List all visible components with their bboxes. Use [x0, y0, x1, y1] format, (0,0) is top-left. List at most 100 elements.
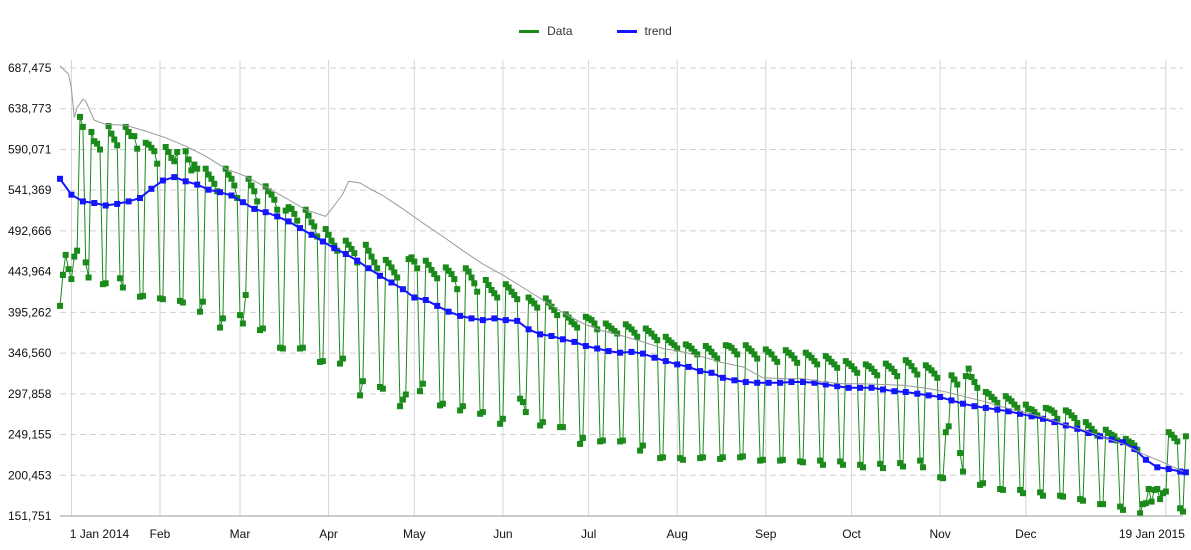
data-point[interactable]: [79, 123, 86, 130]
data-point[interactable]: [1017, 410, 1024, 417]
data-point[interactable]: [191, 161, 198, 168]
data-point[interactable]: [817, 457, 824, 464]
data-point[interactable]: [697, 368, 704, 375]
data-point[interactable]: [711, 352, 718, 359]
data-point[interactable]: [880, 465, 886, 472]
data-point[interactable]: [422, 257, 429, 264]
data-point[interactable]: [131, 133, 138, 140]
data-point[interactable]: [954, 381, 961, 388]
data-point[interactable]: [388, 279, 395, 286]
data-point[interactable]: [1177, 468, 1184, 475]
data-point[interactable]: [1091, 429, 1098, 436]
data-point[interactable]: [74, 247, 81, 254]
data-point[interactable]: [845, 384, 852, 391]
data-point[interactable]: [639, 442, 646, 449]
data-point[interactable]: [679, 456, 686, 463]
data-point[interactable]: [431, 271, 438, 278]
data-point[interactable]: [85, 274, 92, 281]
data-point[interactable]: [459, 403, 466, 410]
data-point[interactable]: [851, 366, 858, 373]
data-point[interactable]: [1062, 422, 1069, 429]
data-point[interactable]: [662, 358, 669, 365]
data-point[interactable]: [714, 355, 721, 362]
data-point[interactable]: [894, 373, 901, 380]
data-point[interactable]: [1080, 497, 1086, 504]
data-point[interactable]: [768, 351, 775, 358]
data-point[interactable]: [822, 381, 829, 388]
data-point[interactable]: [68, 191, 75, 198]
data-point[interactable]: [671, 342, 678, 349]
data-point[interactable]: [168, 154, 175, 161]
data-point[interactable]: [548, 333, 555, 339]
data-point[interactable]: [1085, 430, 1092, 436]
data-point[interactable]: [451, 276, 458, 283]
data-point[interactable]: [605, 348, 612, 355]
data-point[interactable]: [397, 403, 403, 410]
data-point[interactable]: [428, 266, 435, 273]
data-point[interactable]: [694, 351, 701, 358]
data-point[interactable]: [434, 275, 441, 282]
data-point[interactable]: [65, 266, 72, 273]
data-point[interactable]: [265, 188, 272, 195]
data-point[interactable]: [1085, 422, 1092, 429]
data-point[interactable]: [1142, 456, 1149, 463]
data-point[interactable]: [685, 363, 692, 370]
data-point[interactable]: [251, 188, 258, 195]
data-point[interactable]: [834, 383, 841, 390]
data-point[interactable]: [71, 253, 78, 260]
data-point[interactable]: [457, 407, 464, 414]
data-point[interactable]: [105, 123, 112, 130]
data-point[interactable]: [1074, 425, 1081, 432]
data-point[interactable]: [739, 453, 746, 460]
data-point[interactable]: [1040, 415, 1046, 422]
data-point[interactable]: [820, 461, 826, 468]
data-point[interactable]: [345, 241, 352, 248]
legend-item-data[interactable]: Data: [519, 24, 573, 38]
data-point[interactable]: [474, 288, 481, 295]
data-point[interactable]: [900, 463, 906, 470]
data-point[interactable]: [517, 395, 524, 402]
data-point[interactable]: [571, 338, 578, 345]
data-point[interactable]: [385, 260, 392, 267]
data-point[interactable]: [159, 177, 166, 184]
data-point[interactable]: [339, 355, 346, 362]
data-point[interactable]: [145, 141, 152, 148]
data-point[interactable]: [1017, 486, 1024, 493]
data-point[interactable]: [1031, 409, 1038, 416]
data-point[interactable]: [399, 286, 406, 293]
data-point[interactable]: [994, 399, 1001, 406]
data-point[interactable]: [462, 265, 469, 272]
data-point[interactable]: [314, 233, 321, 240]
data-point[interactable]: [1182, 433, 1189, 440]
data-point[interactable]: [880, 386, 886, 393]
data-point[interactable]: [825, 355, 832, 362]
data-point[interactable]: [648, 330, 655, 337]
data-point[interactable]: [68, 276, 75, 283]
data-point[interactable]: [948, 397, 955, 404]
data-point[interactable]: [185, 156, 192, 163]
data-point[interactable]: [331, 245, 338, 252]
data-point[interactable]: [662, 333, 669, 340]
data-point[interactable]: [117, 275, 123, 282]
data-point[interactable]: [871, 369, 878, 375]
data-point[interactable]: [182, 178, 189, 185]
data-point[interactable]: [268, 191, 275, 198]
data-point[interactable]: [194, 165, 201, 172]
data-point[interactable]: [808, 354, 815, 361]
data-point[interactable]: [971, 403, 978, 410]
data-point[interactable]: [348, 246, 355, 252]
data-point[interactable]: [1174, 438, 1181, 445]
data-point[interactable]: [599, 437, 606, 444]
data-point[interactable]: [1142, 500, 1149, 507]
data-point[interactable]: [285, 218, 292, 225]
data-point[interactable]: [305, 212, 312, 219]
data-point[interactable]: [554, 312, 561, 319]
data-point[interactable]: [617, 349, 624, 356]
data-point[interactable]: [659, 454, 666, 461]
data-point[interactable]: [502, 281, 509, 288]
data-point[interactable]: [445, 267, 452, 274]
data-point[interactable]: [548, 303, 555, 310]
data-point[interactable]: [705, 345, 712, 352]
data-point[interactable]: [811, 358, 818, 365]
data-point[interactable]: [225, 171, 232, 178]
